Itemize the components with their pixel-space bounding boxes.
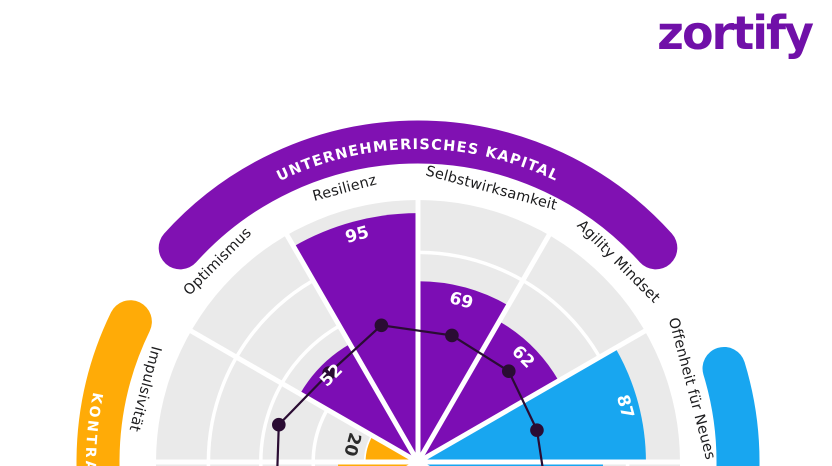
benchmark-line xyxy=(276,324,544,466)
sector-divider xyxy=(416,327,648,465)
category-arc xyxy=(702,346,760,466)
benchmark-dot xyxy=(501,364,516,379)
benchmark-line-group xyxy=(272,318,544,466)
sector-wedge xyxy=(418,348,646,462)
category-arc xyxy=(76,300,152,466)
category-arc xyxy=(158,120,678,270)
benchmark-dot xyxy=(272,417,286,432)
benchmark-dot xyxy=(322,366,336,380)
sector-wedge xyxy=(418,321,559,462)
sector-wedges xyxy=(293,213,646,466)
sector-wedge xyxy=(418,281,509,462)
zortify-logo: zortify xyxy=(657,6,814,60)
benchmark-dot xyxy=(530,423,544,437)
sector-divider xyxy=(188,327,420,465)
category-arc-label: KONTRAP xyxy=(82,391,105,466)
sector-wedge xyxy=(293,213,418,462)
sector-divider xyxy=(283,232,421,464)
benchmark-dot xyxy=(374,318,389,333)
sector-divider xyxy=(415,232,553,464)
category-arcs: UNTERNEHMERISCHES KAPITALKONTRAP xyxy=(76,120,760,466)
benchmark-dot xyxy=(445,328,459,343)
